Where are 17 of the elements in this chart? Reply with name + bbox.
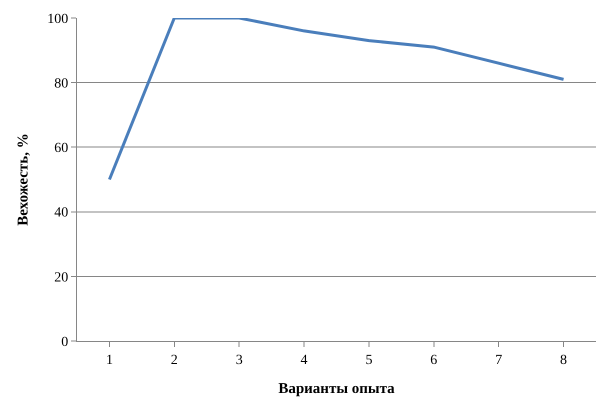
x-tick-label: 1 xyxy=(106,352,113,368)
x-tick-label: 2 xyxy=(170,352,178,368)
x-tick-label: 6 xyxy=(430,352,438,368)
x-tick-label: 4 xyxy=(300,352,308,368)
y-tick-label: 40 xyxy=(54,206,68,221)
y-tick-label: 100 xyxy=(47,12,68,27)
line-series xyxy=(108,18,566,181)
y-tick-label: 80 xyxy=(54,76,68,92)
y-tick-label: 0 xyxy=(61,334,68,350)
y-tick-label: 60 xyxy=(54,141,68,156)
y-axis-title: Вехожесть, % xyxy=(15,133,32,226)
x-tick-label: 5 xyxy=(365,352,372,368)
x-tick-label: 8 xyxy=(560,352,568,368)
y-tick-label: 20 xyxy=(54,270,68,286)
x-axis-title: Варианты опыта xyxy=(278,380,396,397)
x-tick-label: 7 xyxy=(495,352,502,368)
x-tick-label: 3 xyxy=(236,352,243,368)
